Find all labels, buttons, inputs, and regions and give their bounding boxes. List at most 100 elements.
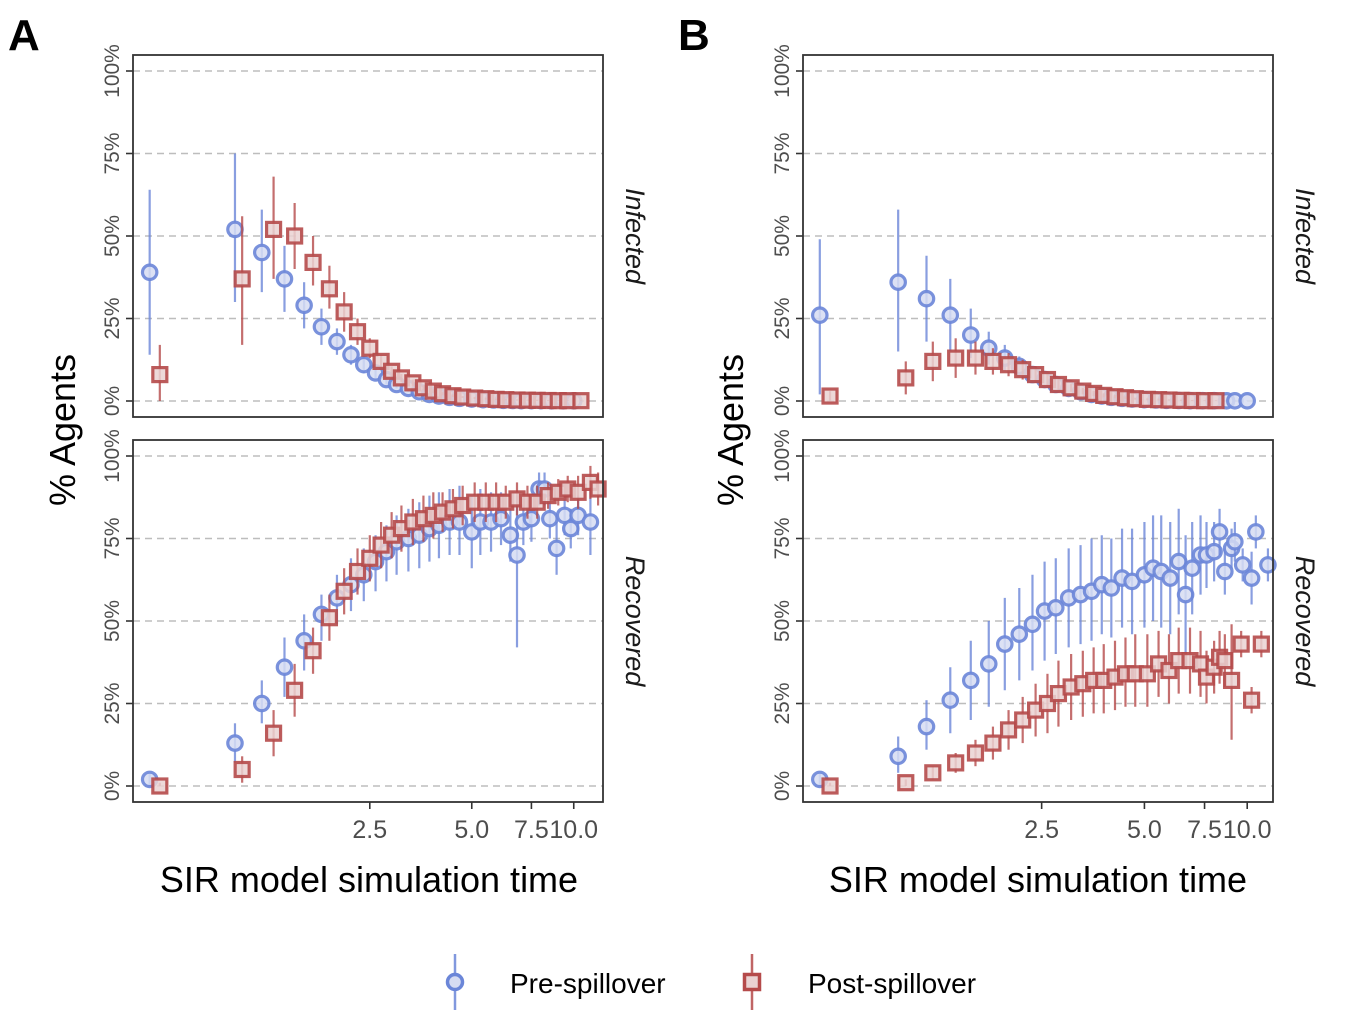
x-tick-label: 10.0 (549, 816, 598, 844)
x-axis-title-b: SIR model simulation time (829, 859, 1247, 900)
data-point (1242, 569, 1261, 587)
facet-recovered: 0% 25% 50% 75% 100% Recovered 2.5 5.0 7.5 10.0 (101, 429, 650, 844)
panel-border (132, 439, 604, 803)
data-point (999, 721, 1018, 739)
data-point (508, 546, 526, 564)
x-tick-label: 7.5 (1187, 816, 1222, 844)
data-point (1161, 569, 1180, 587)
data-point (572, 392, 590, 410)
data-point (999, 356, 1018, 374)
y-tick-label: 100% (771, 44, 794, 98)
x-tick-label: 2.5 (1024, 816, 1059, 844)
panel-tag-b: B (678, 11, 710, 60)
data-point (335, 303, 353, 321)
data-point (151, 366, 169, 384)
y-tick-label: 0% (771, 771, 794, 801)
x-tick-label: 7.5 (514, 816, 549, 844)
y-tick-label: 25% (771, 682, 794, 724)
data-point (1210, 523, 1229, 541)
series-post-spillover (821, 338, 1225, 410)
legend-key-pre-spillover (445, 954, 465, 1010)
legend: Pre-spillover Post-spillover (445, 954, 976, 1010)
y-tick-label: 75% (771, 517, 794, 559)
data-point (492, 509, 510, 528)
data-point (1176, 585, 1195, 604)
y-tick-label: 25% (101, 297, 124, 339)
data-point (947, 349, 965, 367)
data-point (941, 691, 960, 709)
x-tick-label: 10.0 (1223, 816, 1272, 844)
data-point (966, 744, 985, 762)
data-point (947, 754, 965, 772)
facet-strip-label: Infected (620, 188, 650, 285)
data-point (897, 369, 915, 387)
panels-layer: 0% 25% 50% 75% 100% Infected 0% 25% 50% 75% 100% Re… (101, 44, 1320, 844)
data-point (264, 220, 283, 238)
data-point (541, 509, 559, 528)
y-tick-label: 100% (101, 44, 124, 98)
facet-infected: 0% 25% 50% 75% 100% Infected (771, 44, 1320, 418)
data-point (1014, 711, 1032, 729)
data-point (1102, 579, 1121, 597)
data-point (569, 483, 587, 501)
y-tick-label: 0% (101, 771, 124, 801)
data-point (821, 387, 839, 405)
data-point (320, 280, 339, 298)
series-pre-spillover (140, 472, 600, 789)
y-tick-label: 50% (771, 600, 794, 642)
series-post-spillover (151, 465, 607, 795)
series-post-spillover (821, 624, 1270, 795)
facet-strip-label: Recovered (620, 556, 650, 688)
data-point (1010, 625, 1029, 643)
data-point (348, 323, 367, 341)
data-point (1226, 532, 1244, 551)
data-point (996, 635, 1014, 653)
panel-a: 0% 25% 50% 75% 100% Infected 0% 25% 50% 75% 100% Re… (101, 44, 650, 844)
y-tick-label: 75% (101, 132, 124, 174)
panel-tag-a: A (8, 11, 40, 60)
legend-key-post-spillover (742, 954, 762, 1010)
data-point (889, 747, 907, 766)
data-point (286, 681, 304, 699)
y-tick-label: 100% (101, 429, 124, 483)
data-point (295, 296, 313, 315)
data-point (1222, 671, 1241, 690)
data-point (233, 760, 251, 779)
data-point (589, 480, 607, 498)
y-tick-label: 25% (771, 297, 794, 339)
data-point (342, 345, 360, 364)
panel-border (802, 54, 1274, 418)
series-pre-spillover (140, 153, 583, 410)
legend-label-pre-spillover: Pre-spillover (510, 968, 666, 999)
data-point (354, 355, 373, 374)
data-point (328, 332, 346, 351)
data-point (811, 306, 829, 324)
data-point (275, 658, 294, 676)
series-pre-spillover (811, 508, 1277, 789)
data-point (312, 317, 331, 336)
series-post-spillover (151, 176, 590, 410)
y-tick-label: 0% (101, 386, 124, 416)
panel-border (132, 54, 604, 418)
data-point (966, 349, 985, 367)
data-point (253, 694, 271, 713)
data-point (941, 306, 960, 324)
data-point (1216, 651, 1234, 670)
data-point (361, 339, 379, 357)
data-point (1205, 542, 1223, 561)
facet-recovered: 0% 25% 50% 75% 100% Recovered 2.5 5.0 7.5 10.0 (771, 429, 1320, 844)
data-point (889, 273, 907, 291)
y-tick-label: 75% (101, 517, 124, 559)
y-tick-label: 0% (771, 386, 794, 416)
data-point (979, 655, 998, 673)
data-point (984, 352, 1002, 370)
data-point (961, 326, 980, 344)
y-tick-label: 75% (771, 132, 794, 174)
x-tick-label: 5.0 (454, 816, 489, 844)
data-point (581, 513, 600, 531)
data-point (320, 609, 339, 627)
data-point (151, 777, 169, 795)
data-point (501, 526, 520, 544)
data-point (335, 582, 353, 600)
